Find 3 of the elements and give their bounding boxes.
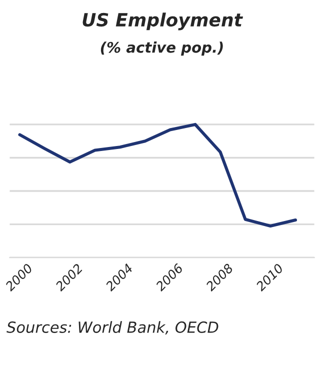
- source-note: Sources: World Bank, OECD: [6, 321, 218, 335]
- chart-title: US Employment: [82, 12, 244, 30]
- chart-subtitle: (% active pop.): [100, 42, 223, 56]
